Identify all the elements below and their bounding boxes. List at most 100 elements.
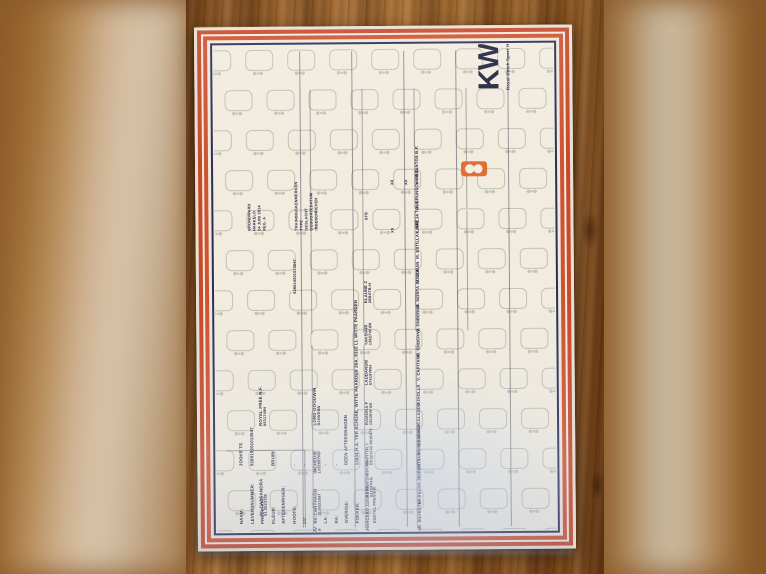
watermark-horse-icon (329, 49, 358, 71)
registration-date: 24 JUNI 2014 (257, 205, 262, 231)
watermark-crown-icon (465, 469, 477, 475)
watermark-crown-icon (336, 70, 348, 76)
watermark-horse-icon (541, 367, 557, 389)
watermark-crown-icon (507, 468, 519, 475)
watermark-crown-icon (400, 269, 412, 275)
watermark-horse-icon (478, 328, 507, 350)
watermark-crown-icon (213, 71, 222, 77)
identification-label-lv: LV: (301, 516, 307, 524)
watermark-crown-icon (464, 309, 476, 315)
watermark-horse-icon (213, 450, 235, 472)
pedigree-g3-number-3: 19228VFXN (368, 402, 374, 426)
watermark-crown-icon (233, 351, 245, 357)
watermark-horse-icon (499, 287, 528, 310)
watermark-horse-icon (456, 208, 485, 230)
watermark-crown-icon (462, 149, 474, 155)
watermark-horse-icon (476, 88, 505, 110)
identification-label-levensnummer: LEVENSNUMMER: (249, 483, 255, 525)
identification-label-aftekeningen: AFTEKENINGEN: (280, 485, 286, 524)
pedigree-g4-name-13: M. BELMA 210728973 (416, 457, 422, 504)
watermark-crown-icon (380, 309, 392, 316)
watermark-crown-icon (525, 108, 537, 114)
identification-value-kleur: BRUIN (269, 451, 275, 466)
watermark-crown-icon (213, 311, 224, 317)
watermark-horse-icon (350, 89, 379, 111)
kwpn-logo: KWPN Royal Dutch Sport Horse (473, 43, 511, 91)
watermark-crown-icon (273, 110, 285, 116)
pedigree-g4-name-14: V. SILVESTER (416, 498, 422, 528)
watermark-crown-icon (462, 69, 474, 75)
watermark-crown-icon (316, 190, 328, 196)
identification-value-ra: - (332, 463, 338, 466)
watermark-crown-icon (234, 431, 246, 437)
identification-label-kleur: KLEUR: (270, 506, 276, 524)
watermark-horse-icon (247, 289, 276, 312)
pedigree-mark-2: XX (404, 179, 409, 185)
watermark-horse-icon (541, 287, 557, 309)
watermark-crown-icon (359, 350, 371, 356)
identification-label-overige: OVERIGE: (343, 500, 349, 524)
identification-value-hoofd: - (290, 464, 296, 466)
pedigree-g4-name-3: M. ESTILLA LAME (414, 219, 420, 259)
pedigree-mark-3: XX (390, 227, 395, 233)
watermark-crown-icon (485, 349, 497, 355)
pedigree-g3-number-5: 63329VXN (369, 477, 374, 498)
watermark-horse-icon (478, 408, 508, 430)
watermark-horse-icon (457, 288, 486, 310)
watermark-crown-icon (253, 230, 265, 237)
watermark-horse-icon (213, 50, 232, 72)
watermark-horse-icon (309, 169, 338, 191)
watermark-horse-icon (330, 209, 359, 231)
pedigree-mark-1: XX (390, 179, 395, 185)
identification-label-fokker: FOKKER: (354, 502, 360, 524)
watermark-crown-icon (484, 269, 496, 275)
watermark-horse-icon (435, 168, 464, 190)
watermark-horse-icon (518, 87, 547, 109)
pedigree-mark-0: STB (364, 211, 369, 221)
identification-label-naam: NAAM: (238, 508, 244, 525)
watermark-crown-icon (504, 148, 516, 155)
identification-label-hoofd: HOOFD: (291, 505, 297, 524)
watermark-crown-icon (444, 509, 456, 515)
watermark-horse-icon (213, 210, 233, 232)
watermark-crown-icon (339, 470, 351, 476)
watermark-crown-icon (402, 509, 414, 515)
kwpn-horse-passport-document[interactable]: KWPN Royal Dutch Sport Horse INGESCHREVE… (193, 24, 577, 552)
watermark-horse-icon (245, 49, 274, 72)
watermark-crown-icon (337, 230, 349, 236)
kwpn-tagline: Royal Dutch Sport Horse (505, 43, 511, 91)
watermark-crown-icon (336, 150, 348, 156)
pedigree-g3-number-1: 13827VFXN (368, 322, 373, 346)
watermark-horse-icon (371, 48, 400, 71)
watermark-crown-icon (444, 429, 456, 435)
watermark-horse-icon (374, 448, 403, 471)
watermark-horse-icon (213, 130, 232, 152)
watermark-crown-icon (231, 111, 243, 117)
watermark-crown-icon (527, 348, 539, 354)
watermark-horse-icon (519, 247, 548, 269)
watermark-horse-icon (224, 90, 253, 112)
identification-value-fokker: 12834 H.A. TER SCHURE, WITTE PAARDEN 26A… (352, 299, 359, 466)
watermark-crown-icon (399, 109, 411, 115)
pedigree-g3-number-4: DE321133 0615473 (369, 428, 374, 466)
header-label-ingeschreven: INGESCHREVEN (314, 197, 319, 231)
watermark-horse-icon (392, 88, 421, 110)
watermark-crown-icon (401, 349, 413, 355)
watermark-horse-icon (497, 127, 526, 150)
pedigree-g2-number-1: 133289YRD (317, 451, 322, 474)
watermark-horse-icon (309, 249, 338, 271)
watermark-horse-icon (287, 129, 316, 151)
watermark-crown-icon (423, 469, 435, 475)
watermark-crown-icon (443, 349, 455, 355)
watermark-crown-icon (442, 269, 454, 275)
background-blur-right (600, 0, 766, 574)
watermark-crown-icon (274, 190, 286, 196)
registration-reg-label: REG. A (262, 216, 267, 231)
watermark-crown-icon (254, 310, 266, 317)
watermark-crown-icon (483, 109, 495, 115)
watermark-crown-icon (422, 309, 434, 315)
pedigree-g3-number-0: 28BXTB-H (367, 282, 373, 304)
watermark-horse-icon (287, 49, 316, 71)
watermark-crown-icon (528, 428, 540, 434)
watermark-horse-icon (436, 328, 465, 350)
